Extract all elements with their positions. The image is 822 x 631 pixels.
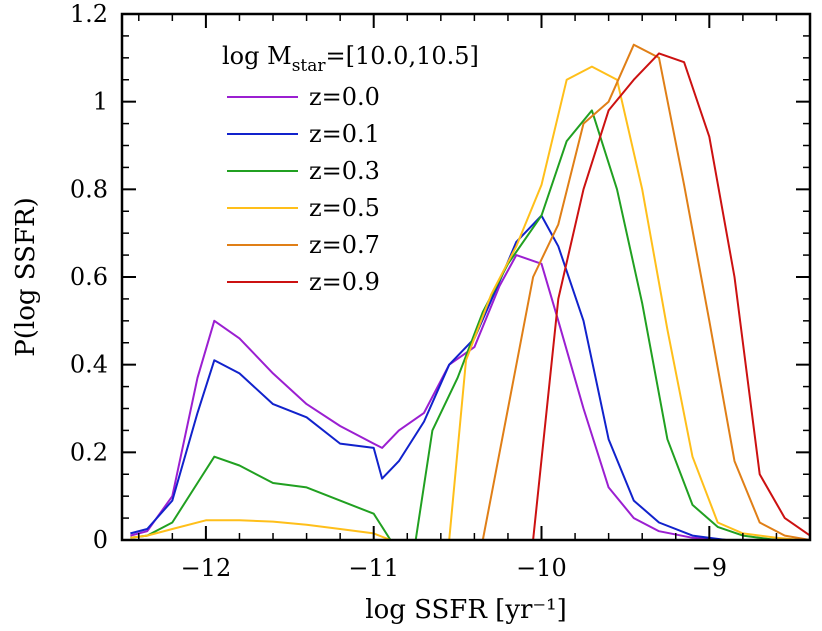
x-tick-label: −11	[348, 554, 399, 582]
y-tick-label: 1	[93, 88, 108, 116]
legend-label-3: z=0.5	[309, 194, 380, 222]
x-tick-label: −9	[692, 554, 727, 582]
x-tick-label: −10	[516, 554, 567, 582]
legend-label-5: z=0.9	[309, 268, 380, 296]
y-axis-title: P(log SSFR)	[11, 197, 41, 356]
series-line-0	[130, 254, 727, 541]
series-line-3	[130, 65, 802, 541]
y-tick-label: 1.2	[70, 0, 108, 28]
y-tick-label: 0.8	[70, 175, 108, 203]
legend-label-4: z=0.7	[309, 231, 380, 259]
series-layer	[130, 43, 811, 541]
series-line-5	[532, 52, 811, 541]
x-tick-label: −12	[181, 554, 232, 582]
legend-label-1: z=0.1	[309, 120, 380, 148]
legend-label-2: z=0.3	[309, 157, 380, 185]
legend-label-0: z=0.0	[309, 83, 380, 111]
plot-frame	[120, 12, 812, 542]
series-line-1	[130, 214, 727, 541]
legend-title: log Mstar=[10.0,10.5]	[222, 42, 479, 76]
ticks-layer: −12 −11 −10 −9 0 0.2 0.4 0.6 0.8 1 1.2	[70, 0, 811, 582]
x-axis-title: log SSFR [yr⁻¹]	[365, 595, 566, 625]
legend: log Mstar=[10.0,10.5] z=0.0 z=0.1 z=0.3 z=0.…	[222, 42, 479, 296]
series-line-4	[481, 43, 811, 541]
series-line-2	[130, 109, 777, 541]
y-tick-label: 0	[93, 526, 108, 554]
y-tick-label: 0.2	[70, 438, 108, 466]
y-tick-label: 0.6	[70, 263, 108, 291]
y-tick-label: 0.4	[70, 351, 108, 379]
